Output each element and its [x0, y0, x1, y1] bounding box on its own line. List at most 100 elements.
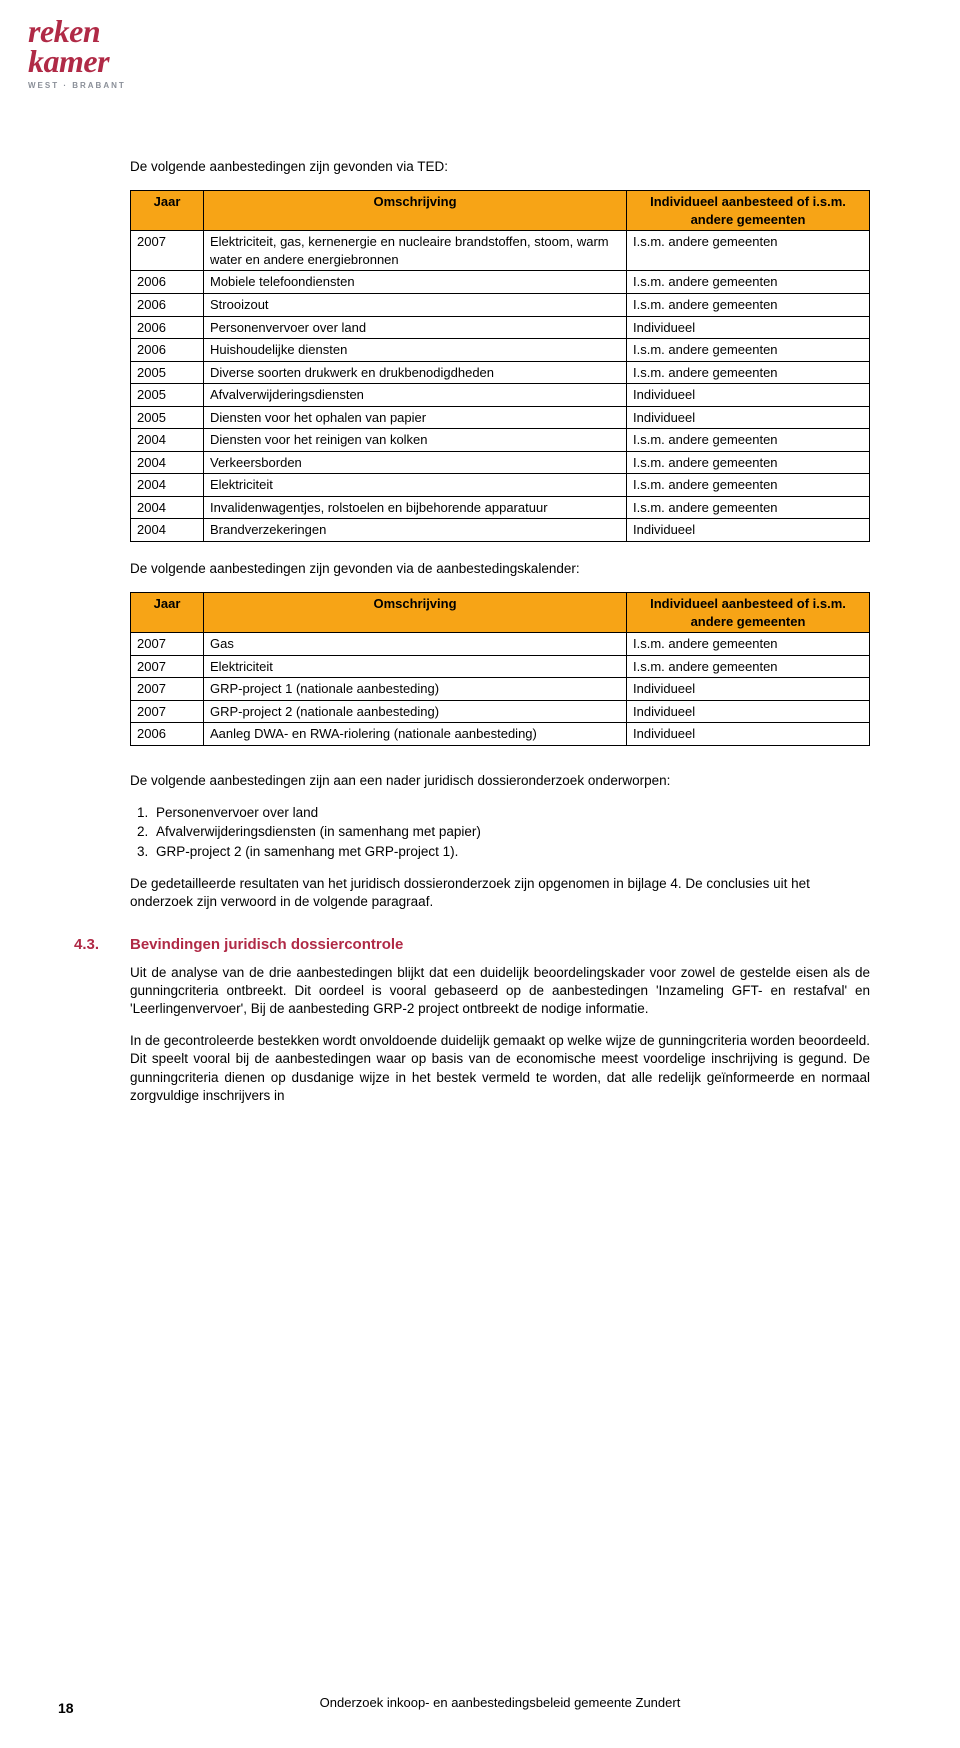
cell-result: I.s.m. andere gemeenten [627, 271, 870, 294]
cell-omschrijving: Strooizout [204, 293, 627, 316]
cell-omschrijving: Diensten voor het ophalen van papier [204, 406, 627, 429]
cell-jaar: 2007 [131, 655, 204, 678]
list-item: GRP-project 2 (in samenhang met GRP-proj… [152, 843, 870, 861]
cell-jaar: 2007 [131, 700, 204, 723]
cell-result: I.s.m. andere gemeenten [627, 633, 870, 656]
cell-omschrijving: Personenvervoer over land [204, 316, 627, 339]
cell-result: I.s.m. andere gemeenten [627, 293, 870, 316]
followup-1: De volgende aanbestedingen zijn aan een … [130, 772, 870, 790]
cell-jaar: 2007 [131, 231, 204, 271]
th-jaar: Jaar [131, 191, 204, 231]
cell-omschrijving: Mobiele telefoondiensten [204, 271, 627, 294]
numbered-list: Personenvervoer over landAfvalverwijderi… [152, 804, 870, 861]
table-row: 2004ElektriciteitI.s.m. andere gemeenten [131, 474, 870, 497]
cell-result: Individueel [627, 723, 870, 746]
cell-jaar: 2007 [131, 678, 204, 701]
th-result: Individueel aanbesteed of i.s.m. andere … [627, 593, 870, 633]
table-row: 2004VerkeersbordenI.s.m. andere gemeente… [131, 451, 870, 474]
cell-omschrijving: Huishoudelijke diensten [204, 339, 627, 362]
cell-result: I.s.m. andere gemeenten [627, 474, 870, 497]
cell-jaar: 2007 [131, 633, 204, 656]
cell-jaar: 2006 [131, 316, 204, 339]
cell-result: I.s.m. andere gemeenten [627, 496, 870, 519]
cell-result: I.s.m. andere gemeenten [627, 339, 870, 362]
th-jaar: Jaar [131, 593, 204, 633]
cell-result: I.s.m. andere gemeenten [627, 231, 870, 271]
table-row: 2007GasI.s.m. andere gemeenten [131, 633, 870, 656]
th-omschrijving: Omschrijving [204, 191, 627, 231]
section-p1: Uit de analyse van de drie aanbestedinge… [130, 964, 870, 1019]
cell-omschrijving: Brandverzekeringen [204, 519, 627, 542]
table-row: 2006Aanleg DWA- en RWA-riolering (nation… [131, 723, 870, 746]
page: reken kamer WEST · BRABANT De volgende a… [0, 0, 960, 1748]
section-number: 4.3. [74, 935, 130, 955]
table-row: 2004BrandverzekeringenIndividueel [131, 519, 870, 542]
content: De volgende aanbestedingen zijn gevonden… [130, 158, 870, 1105]
intro-1: De volgende aanbestedingen zijn gevonden… [130, 158, 870, 176]
table-row: 2005Diensten voor het ophalen van papier… [131, 406, 870, 429]
cell-jaar: 2004 [131, 474, 204, 497]
table-row: 2007Elektriciteit, gas, kernenergie en n… [131, 231, 870, 271]
cell-omschrijving: Aanleg DWA- en RWA-riolering (nationale … [204, 723, 627, 746]
cell-result: Individueel [627, 519, 870, 542]
cell-result: I.s.m. andere gemeenten [627, 451, 870, 474]
cell-result: I.s.m. andere gemeenten [627, 655, 870, 678]
cell-omschrijving: Afvalverwijderingsdiensten [204, 384, 627, 407]
table-row: 2006Personenvervoer over landIndividueel [131, 316, 870, 339]
list-item: Afvalverwijderingsdiensten (in samenhang… [152, 823, 870, 841]
cell-jaar: 2006 [131, 271, 204, 294]
table-row: 2005AfvalverwijderingsdienstenIndividuee… [131, 384, 870, 407]
cell-result: I.s.m. andere gemeenten [627, 429, 870, 452]
cell-result: Individueel [627, 678, 870, 701]
followup-2: De gedetailleerde resultaten van het jur… [130, 875, 870, 911]
cell-omschrijving: Gas [204, 633, 627, 656]
cell-result: Individueel [627, 700, 870, 723]
cell-omschrijving: Verkeersborden [204, 451, 627, 474]
cell-omschrijving: GRP-project 1 (nationale aanbesteding) [204, 678, 627, 701]
cell-omschrijving: Diverse soorten drukwerk en drukbenodigd… [204, 361, 627, 384]
logo: reken kamer WEST · BRABANT [28, 16, 126, 92]
cell-jaar: 2005 [131, 361, 204, 384]
table-row: 2007GRP-project 1 (nationale aanbestedin… [131, 678, 870, 701]
cell-result: Individueel [627, 316, 870, 339]
logo-word1: reken [28, 16, 126, 46]
logo-sub: WEST · BRABANT [28, 81, 126, 92]
section-title: Bevindingen juridisch dossiercontrole [130, 935, 403, 955]
cell-result: Individueel [627, 384, 870, 407]
table-row: 2006Mobiele telefoondienstenI.s.m. ander… [131, 271, 870, 294]
footer-text: Onderzoek inkoop- en aanbestedingsbeleid… [130, 1694, 870, 1712]
cell-omschrijving: Invalidenwagentjes, rolstoelen en bijbeh… [204, 496, 627, 519]
cell-jaar: 2004 [131, 519, 204, 542]
cell-jaar: 2004 [131, 451, 204, 474]
intro-2: De volgende aanbestedingen zijn gevonden… [130, 560, 870, 578]
cell-jaar: 2005 [131, 384, 204, 407]
logo-word2: kamer [28, 46, 126, 76]
cell-omschrijving: Diensten voor het reinigen van kolken [204, 429, 627, 452]
cell-omschrijving: Elektriciteit [204, 474, 627, 497]
cell-jaar: 2004 [131, 496, 204, 519]
th-omschrijving: Omschrijving [204, 593, 627, 633]
table-kalender: Jaar Omschrijving Individueel aanbesteed… [130, 592, 870, 746]
page-number: 18 [58, 1699, 74, 1718]
cell-jaar: 2005 [131, 406, 204, 429]
table-row: 2007ElektriciteitI.s.m. andere gemeenten [131, 655, 870, 678]
table-row: 2004Invalidenwagentjes, rolstoelen en bi… [131, 496, 870, 519]
cell-jaar: 2006 [131, 293, 204, 316]
table-row: 2005Diverse soorten drukwerk en drukbeno… [131, 361, 870, 384]
cell-result: I.s.m. andere gemeenten [627, 361, 870, 384]
table-ted: Jaar Omschrijving Individueel aanbesteed… [130, 190, 870, 542]
table-row: 2004Diensten voor het reinigen van kolke… [131, 429, 870, 452]
table-row: 2007GRP-project 2 (nationale aanbestedin… [131, 700, 870, 723]
cell-jaar: 2006 [131, 723, 204, 746]
table-row: 2006StrooizoutI.s.m. andere gemeenten [131, 293, 870, 316]
list-item: Personenvervoer over land [152, 804, 870, 822]
section-p2: In de gecontroleerde bestekken wordt onv… [130, 1032, 870, 1105]
cell-result: Individueel [627, 406, 870, 429]
cell-omschrijving: Elektriciteit [204, 655, 627, 678]
cell-omschrijving: Elektriciteit, gas, kernenergie en nucle… [204, 231, 627, 271]
th-result: Individueel aanbesteed of i.s.m. andere … [627, 191, 870, 231]
cell-jaar: 2004 [131, 429, 204, 452]
cell-jaar: 2006 [131, 339, 204, 362]
table-row: 2006Huishoudelijke dienstenI.s.m. andere… [131, 339, 870, 362]
section-heading: 4.3. Bevindingen juridisch dossiercontro… [74, 935, 870, 955]
